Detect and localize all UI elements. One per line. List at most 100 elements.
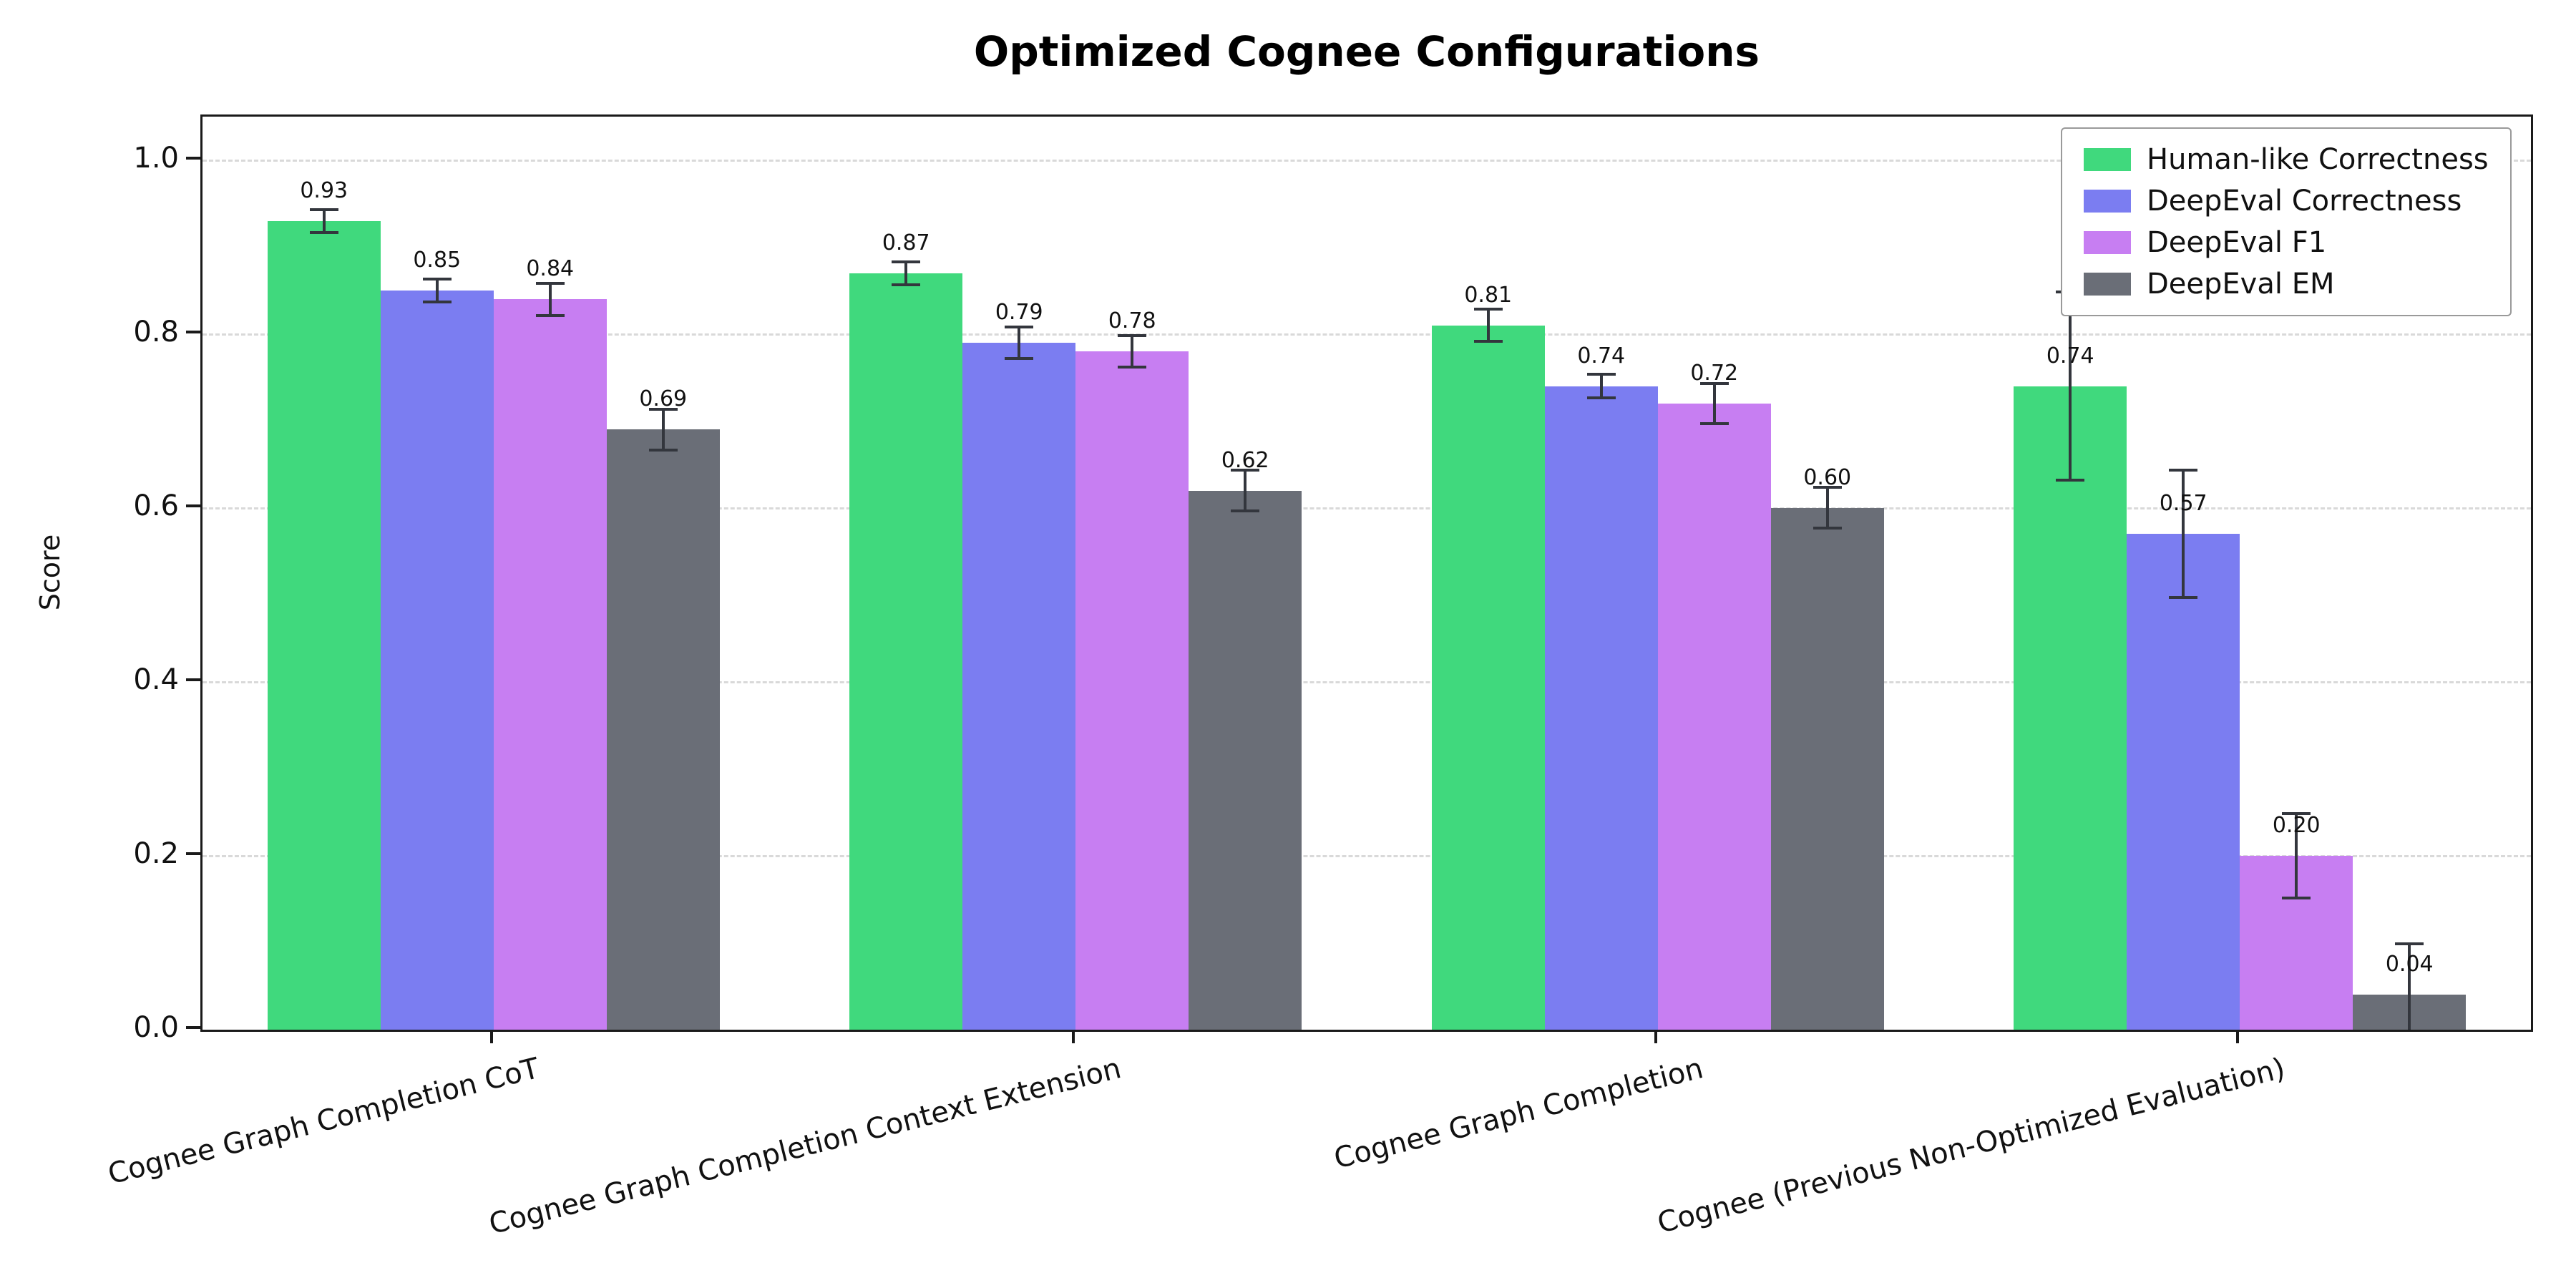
error-bar <box>1813 486 1842 530</box>
bar-value-label: 0.78 <box>1108 308 1156 334</box>
error-bar <box>892 260 921 286</box>
chart-title: Optimized Cognee Configurations <box>973 27 1760 76</box>
x-tick-label: Cognee Graph Completion CoT <box>104 1052 542 1191</box>
legend-label: Human-like Correctness <box>2147 143 2489 176</box>
error-cap-bottom <box>2056 479 2085 482</box>
error-cap-bottom <box>1231 509 1260 512</box>
legend-item: DeepEval Correctness <box>2084 185 2489 218</box>
error-stem <box>1825 486 1829 530</box>
bar-value-label: 0.72 <box>1690 361 1739 386</box>
legend-label: DeepEval EM <box>2147 268 2335 301</box>
error-bar <box>535 281 565 317</box>
y-tick-label: 0.0 <box>133 1011 179 1044</box>
x-tick-mark <box>489 1032 493 1043</box>
legend-swatch <box>2084 231 2131 254</box>
legend-swatch <box>2084 273 2131 296</box>
grid-line <box>203 507 2531 509</box>
error-cap-bottom <box>535 313 565 317</box>
error-cap-bottom <box>648 448 678 452</box>
error-bar <box>422 277 452 304</box>
y-tick-label: 0.8 <box>133 315 179 348</box>
error-stem <box>2295 812 2298 899</box>
error-stem <box>2408 942 2411 1030</box>
error-cap-bottom <box>2282 896 2311 899</box>
y-tick-label: 0.2 <box>133 836 179 870</box>
error-bar <box>1118 333 1147 369</box>
error-stem <box>1599 373 1603 399</box>
bar <box>2014 386 2127 1030</box>
error-stem <box>1244 469 1247 512</box>
bar <box>962 342 1076 1030</box>
bar-value-label: 0.85 <box>413 248 462 273</box>
grid-line <box>203 680 2531 683</box>
error-stem <box>2069 291 2072 482</box>
bar <box>606 429 720 1030</box>
bar-value-label: 0.60 <box>1803 464 1852 490</box>
bar-value-label: 0.04 <box>2385 952 2434 977</box>
bar <box>1075 351 1189 1030</box>
legend-label: DeepEval Correctness <box>2147 185 2462 218</box>
x-tick-mark <box>1654 1032 1657 1043</box>
y-tick-label: 0.4 <box>133 663 179 696</box>
error-bar <box>1473 308 1503 343</box>
error-stem <box>322 208 326 235</box>
error-stem <box>435 277 439 304</box>
legend: Human-like Correctness DeepEval Correctne… <box>2061 127 2512 316</box>
legend-swatch <box>2084 190 2131 213</box>
error-bar <box>2395 942 2424 1030</box>
error-bar <box>1231 469 1260 512</box>
x-tick-mark <box>1072 1032 1075 1043</box>
bar-value-label: 0.57 <box>2159 491 2207 517</box>
bar-value-label: 0.74 <box>2046 343 2094 369</box>
error-bar <box>1699 381 1729 426</box>
legend-swatch <box>2084 148 2131 171</box>
y-tick-mark <box>186 1026 200 1029</box>
bar-value-label: 0.84 <box>526 256 575 282</box>
error-bar <box>648 408 678 452</box>
x-tick-mark <box>2236 1032 2240 1043</box>
error-stem <box>548 281 552 317</box>
bar-value-label: 0.69 <box>639 386 688 412</box>
grid-line <box>203 159 2531 162</box>
y-axis-label: Score <box>34 534 66 611</box>
y-tick-mark <box>186 156 200 160</box>
bar-value-label: 0.81 <box>1464 282 1513 308</box>
bar <box>2127 534 2240 1030</box>
y-tick-mark <box>186 678 200 681</box>
error-cap-bottom <box>422 301 452 304</box>
error-bar <box>2169 469 2198 600</box>
legend-item: DeepEval EM <box>2084 268 2489 301</box>
bar-value-label: 0.93 <box>300 177 348 203</box>
error-bar <box>2282 812 2311 899</box>
bar-value-label: 0.20 <box>2272 812 2321 838</box>
bar <box>267 220 381 1030</box>
y-tick-label: 0.6 <box>133 489 179 522</box>
error-stem <box>1131 333 1134 369</box>
x-tick-label: Cognee Graph Completion <box>1330 1052 1707 1176</box>
error-stem <box>1018 325 1021 361</box>
error-cap-bottom <box>309 231 338 235</box>
grid-line <box>203 333 2531 336</box>
bar <box>380 291 494 1030</box>
error-cap-bottom <box>1473 339 1503 343</box>
bar <box>1189 490 1302 1030</box>
grid-line <box>203 854 2531 857</box>
bar <box>1544 386 1658 1030</box>
bar <box>1770 507 1884 1030</box>
bar-value-label: 0.62 <box>1221 447 1269 473</box>
error-cap-bottom <box>2169 596 2198 600</box>
legend-item: DeepEval F1 <box>2084 226 2489 259</box>
error-bar <box>1586 373 1616 399</box>
x-tick-label: Cognee Graph Completion Context Extensio… <box>486 1052 1125 1241</box>
legend-label: DeepEval F1 <box>2147 226 2327 259</box>
bar <box>1657 404 1771 1030</box>
error-cap-bottom <box>1118 366 1147 369</box>
error-bar <box>2056 291 2085 482</box>
error-cap-bottom <box>1005 357 1034 361</box>
bar-value-label: 0.74 <box>1577 343 1626 369</box>
error-cap-bottom <box>1813 527 1842 530</box>
error-stem <box>904 260 908 286</box>
bar <box>493 299 607 1030</box>
error-cap-bottom <box>1586 396 1616 399</box>
